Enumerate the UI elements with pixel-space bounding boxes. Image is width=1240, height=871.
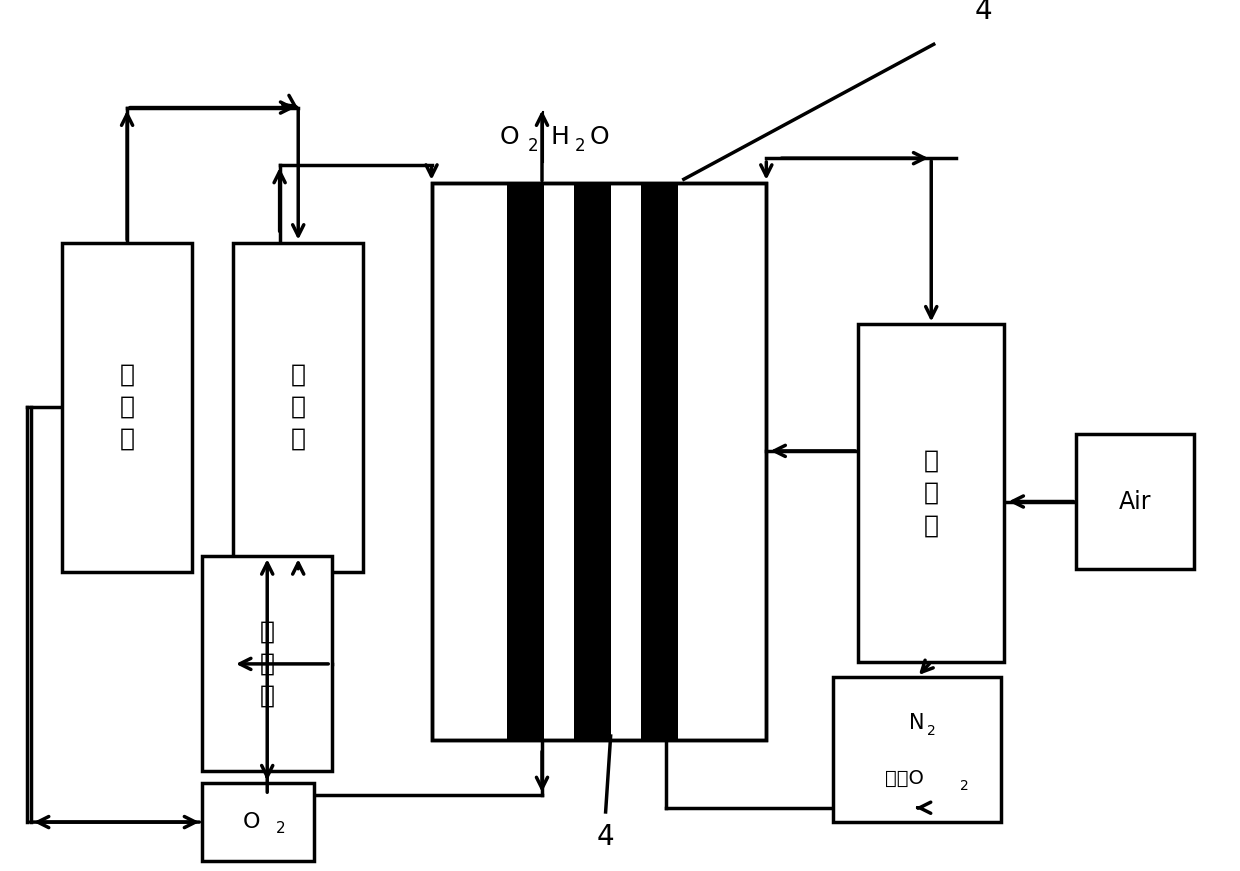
Text: 少量O: 少量O [885, 769, 924, 788]
Text: 2: 2 [928, 724, 936, 738]
Text: 器: 器 [259, 684, 275, 708]
Text: 2: 2 [960, 779, 968, 793]
Text: 凝: 凝 [259, 652, 275, 676]
Text: N: N [909, 713, 925, 733]
Text: O: O [500, 125, 520, 149]
Text: 换: 换 [290, 363, 306, 387]
Bar [833, 677, 1001, 822]
Text: 4: 4 [975, 0, 992, 24]
Bar [507, 184, 543, 740]
Text: H: H [551, 125, 569, 149]
Bar [858, 324, 1004, 662]
Bar [432, 184, 766, 740]
Bar [432, 184, 766, 740]
Text: 热: 热 [924, 481, 939, 505]
Bar [641, 184, 677, 740]
Text: 发: 发 [119, 395, 135, 419]
Bar [1076, 434, 1194, 569]
Bar [574, 184, 610, 740]
Text: O: O [590, 125, 609, 149]
Text: 2: 2 [575, 137, 585, 154]
Text: 热: 热 [290, 395, 306, 419]
Text: 器: 器 [290, 427, 306, 451]
Bar [202, 783, 314, 861]
Text: 器: 器 [924, 513, 939, 537]
Text: O: O [243, 812, 260, 832]
Text: 4: 4 [596, 823, 615, 851]
Bar [62, 242, 192, 571]
Text: 换: 换 [924, 449, 939, 473]
Text: Air: Air [1118, 490, 1152, 514]
Text: 器: 器 [119, 427, 135, 451]
Bar [233, 242, 363, 571]
Bar [202, 557, 332, 772]
Text: 2: 2 [528, 137, 538, 154]
Text: 冷: 冷 [259, 620, 275, 644]
Text: 2: 2 [275, 821, 285, 836]
Text: 蒸: 蒸 [119, 363, 135, 387]
